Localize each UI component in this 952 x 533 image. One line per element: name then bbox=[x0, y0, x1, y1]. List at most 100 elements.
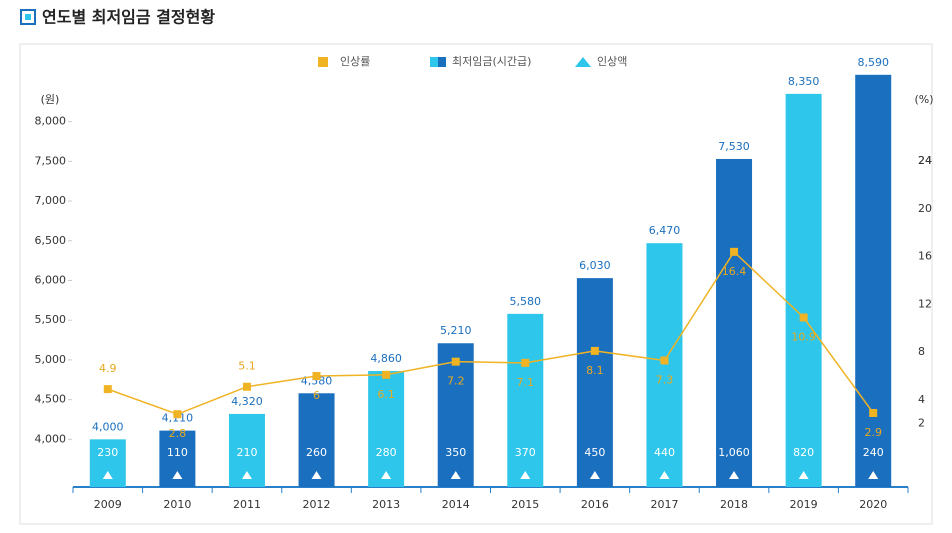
rate-marker bbox=[173, 410, 182, 419]
rate-marker bbox=[242, 382, 251, 391]
bar-label: 4,860 bbox=[370, 352, 402, 365]
rate-marker bbox=[869, 408, 878, 417]
rate-label: 10.9 bbox=[791, 331, 816, 344]
bar-label: 6,030 bbox=[579, 259, 611, 272]
increase-marker bbox=[520, 471, 531, 479]
x-tick-label: 2019 bbox=[790, 498, 818, 511]
rate-label: 2.8 bbox=[169, 427, 187, 440]
increase-marker bbox=[241, 471, 252, 479]
legend-label: 인상액 bbox=[597, 55, 627, 68]
x-tick-label: 2018 bbox=[720, 498, 748, 511]
x-tick-label: 2014 bbox=[442, 498, 470, 511]
bar-label: 7,530 bbox=[718, 140, 750, 153]
increase-label: 1,060 bbox=[718, 446, 750, 459]
y-tick-label: 5,000 bbox=[35, 353, 67, 366]
bar-label: 5,210 bbox=[440, 324, 472, 337]
increase-label: 110 bbox=[167, 446, 188, 459]
y2-tick-label: 16 bbox=[918, 250, 932, 263]
y-tick-label: 7,000 bbox=[35, 194, 67, 207]
bar-label: 5,580 bbox=[510, 295, 542, 308]
rate-label: 7.1 bbox=[517, 376, 535, 389]
x-tick-label: 2012 bbox=[303, 498, 331, 511]
increase-label: 210 bbox=[236, 446, 257, 459]
y-axis-label: (원) bbox=[41, 93, 60, 106]
increase-label: 820 bbox=[793, 446, 814, 459]
rate-label: 16.4 bbox=[722, 265, 747, 278]
y2-tick-label: 4 bbox=[918, 393, 925, 406]
rate-label: 7.3 bbox=[656, 373, 674, 386]
y2-tick-label: 2 bbox=[918, 417, 925, 430]
bar-label: 6,470 bbox=[649, 224, 681, 237]
y2-tick-label: 8 bbox=[918, 345, 925, 358]
increase-marker bbox=[450, 471, 461, 479]
increase-marker bbox=[659, 471, 670, 479]
legend-label: 인상률 bbox=[340, 55, 370, 68]
rate-marker bbox=[660, 356, 669, 365]
rate-label: 6.1 bbox=[377, 388, 395, 401]
rate-line bbox=[107, 250, 874, 415]
rate-label: 2.9 bbox=[864, 426, 882, 439]
y-tick-label: 7,500 bbox=[35, 154, 67, 167]
rate-marker bbox=[521, 358, 530, 367]
chart-title: 연도별 최저임금 결정현황 bbox=[42, 8, 215, 27]
bar bbox=[785, 93, 822, 487]
bar bbox=[437, 343, 474, 487]
rate-label: 8.1 bbox=[586, 364, 604, 377]
legend-swatch bbox=[575, 57, 591, 67]
x-tick-label: 2013 bbox=[372, 498, 400, 511]
y-tick-label: 6,500 bbox=[35, 234, 67, 247]
x-tick-label: 2010 bbox=[163, 498, 191, 511]
increase-marker bbox=[589, 471, 600, 479]
increase-label: 370 bbox=[515, 446, 536, 459]
x-tick-label: 2015 bbox=[511, 498, 539, 511]
increase-label: 260 bbox=[306, 446, 327, 459]
rate-marker bbox=[451, 357, 460, 366]
x-tick-label: 2020 bbox=[859, 498, 887, 511]
y-tick-label: 4,500 bbox=[35, 393, 67, 406]
bar bbox=[89, 439, 126, 487]
rate-marker bbox=[382, 370, 391, 379]
legend-label: 최저임금(시간급) bbox=[452, 55, 531, 68]
rate-label: 5.1 bbox=[238, 360, 256, 373]
rate-label: 6 bbox=[313, 389, 320, 402]
title-icon-inner bbox=[25, 14, 31, 20]
rate-label: 7.2 bbox=[447, 375, 465, 388]
increase-marker bbox=[729, 471, 740, 479]
increase-label: 230 bbox=[97, 446, 118, 459]
increase-marker bbox=[172, 471, 183, 479]
increase-marker bbox=[381, 471, 392, 479]
bar bbox=[646, 243, 683, 487]
x-tick-label: 2009 bbox=[94, 498, 122, 511]
bar bbox=[507, 313, 544, 487]
y2-tick-label: 24 bbox=[918, 154, 932, 167]
increase-marker bbox=[868, 471, 879, 479]
y2-tick-label: 12 bbox=[918, 297, 932, 310]
legend-swatch bbox=[430, 57, 438, 67]
x-tick-label: 2016 bbox=[581, 498, 609, 511]
x-tick-label: 2011 bbox=[233, 498, 261, 511]
rate-marker bbox=[730, 247, 739, 256]
legend-swatch bbox=[318, 57, 328, 67]
bar bbox=[855, 74, 892, 488]
rate-marker bbox=[103, 385, 112, 394]
rate-marker bbox=[799, 313, 808, 322]
legend-swatch bbox=[438, 57, 446, 67]
bar-label: 4,320 bbox=[231, 395, 263, 408]
increase-label: 440 bbox=[654, 446, 675, 459]
bar-label: 8,350 bbox=[788, 75, 820, 88]
bar bbox=[716, 158, 753, 487]
rate-marker bbox=[312, 371, 321, 380]
y-tick-label: 4,000 bbox=[35, 432, 67, 445]
bar-label: 8,590 bbox=[857, 56, 889, 69]
rate-label: 4.9 bbox=[99, 362, 117, 375]
x-tick-label: 2017 bbox=[650, 498, 678, 511]
increase-label: 240 bbox=[863, 446, 884, 459]
y2-tick-label: 24 bbox=[918, 154, 932, 167]
bar bbox=[576, 278, 613, 487]
bar-label: 4,000 bbox=[92, 420, 124, 433]
y2-axis-label: (%) bbox=[914, 93, 933, 106]
increase-marker bbox=[798, 471, 809, 479]
bar bbox=[368, 371, 405, 487]
y-tick-label: 6,000 bbox=[35, 274, 67, 287]
